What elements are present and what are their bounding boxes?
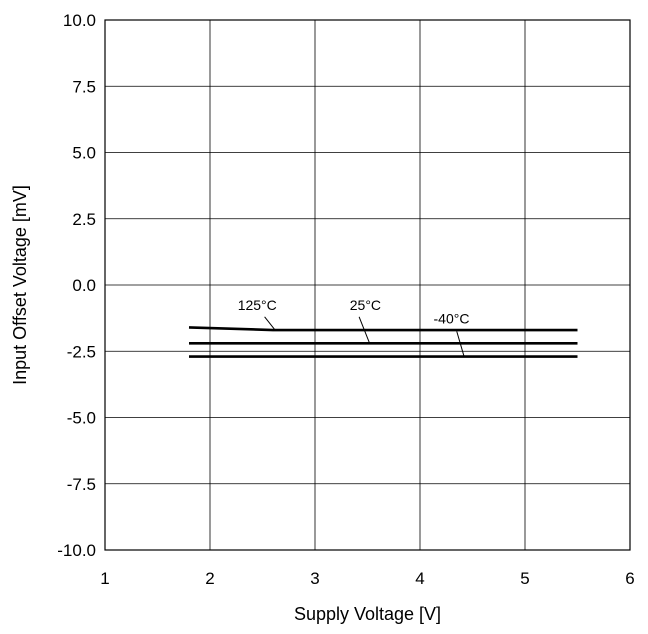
y-tick-label: 5.0	[72, 144, 96, 163]
x-tick-label: 1	[100, 569, 109, 588]
x-axis-title: Supply Voltage [V]	[294, 604, 441, 624]
plot-frame	[104, 19, 631, 551]
series-group	[188, 326, 578, 358]
annotation-leader	[264, 316, 276, 331]
y-tick-label: 7.5	[72, 77, 96, 96]
annotation-leader	[456, 331, 465, 357]
annotations-group: 125°C 25°C -40°C	[238, 297, 470, 357]
series-annotation: 125°C	[238, 297, 277, 313]
x-tick-label: 2	[205, 569, 214, 588]
x-tick-label: 6	[625, 569, 634, 588]
y-axis-title: Input Offset Voltage [mV]	[10, 185, 30, 385]
series-annotation: -40°C	[434, 310, 470, 326]
series-annotation: 25°C	[350, 297, 381, 313]
y-tick-label: -2.5	[67, 342, 96, 361]
y-tick-label: -5.0	[67, 409, 96, 428]
x-tick-labels: 1 2 3 4 5 6	[100, 569, 634, 588]
y-tick-label: 0.0	[72, 276, 96, 295]
y-tick-label: 10.0	[63, 11, 96, 30]
series-line	[188, 326, 578, 332]
y-tick-label: -10.0	[57, 541, 96, 560]
y-tick-label: 2.5	[72, 210, 96, 229]
y-tick-labels: 10.0 7.5 5.0 2.5 0.0 -2.5 -5.0 -7.5 -10.0	[57, 11, 96, 560]
x-tick-label: 3	[310, 569, 319, 588]
y-tick-label: -7.5	[67, 475, 96, 494]
annotation-leader	[358, 316, 371, 344]
grid-lines	[104, 19, 631, 551]
x-tick-label: 5	[520, 569, 529, 588]
x-tick-label: 4	[415, 569, 424, 588]
